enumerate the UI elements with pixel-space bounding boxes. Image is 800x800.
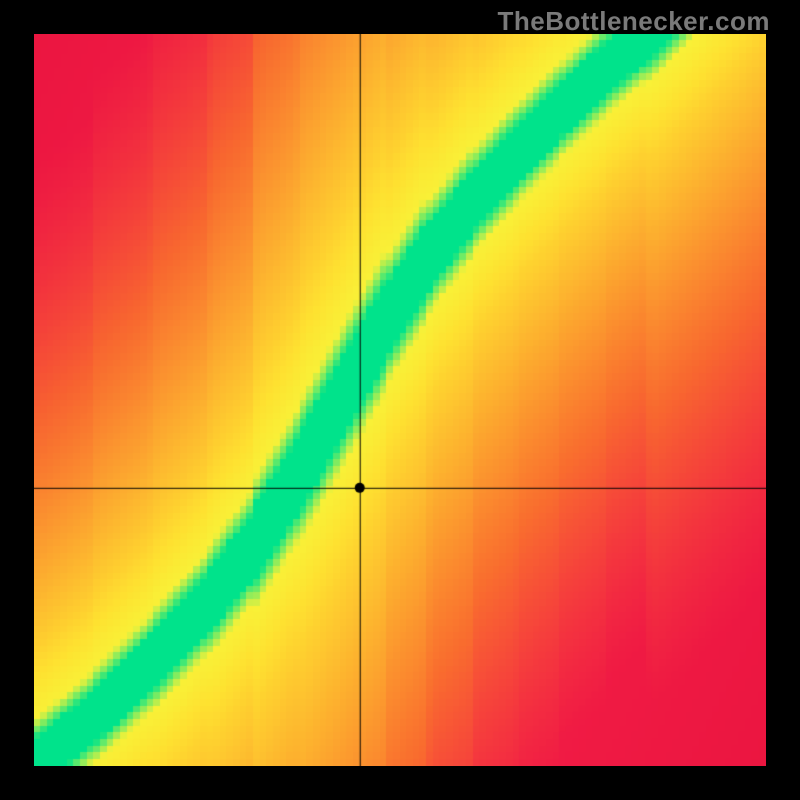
bottleneck-heatmap: [34, 34, 766, 766]
watermark-text: TheBottlenecker.com: [498, 6, 770, 37]
